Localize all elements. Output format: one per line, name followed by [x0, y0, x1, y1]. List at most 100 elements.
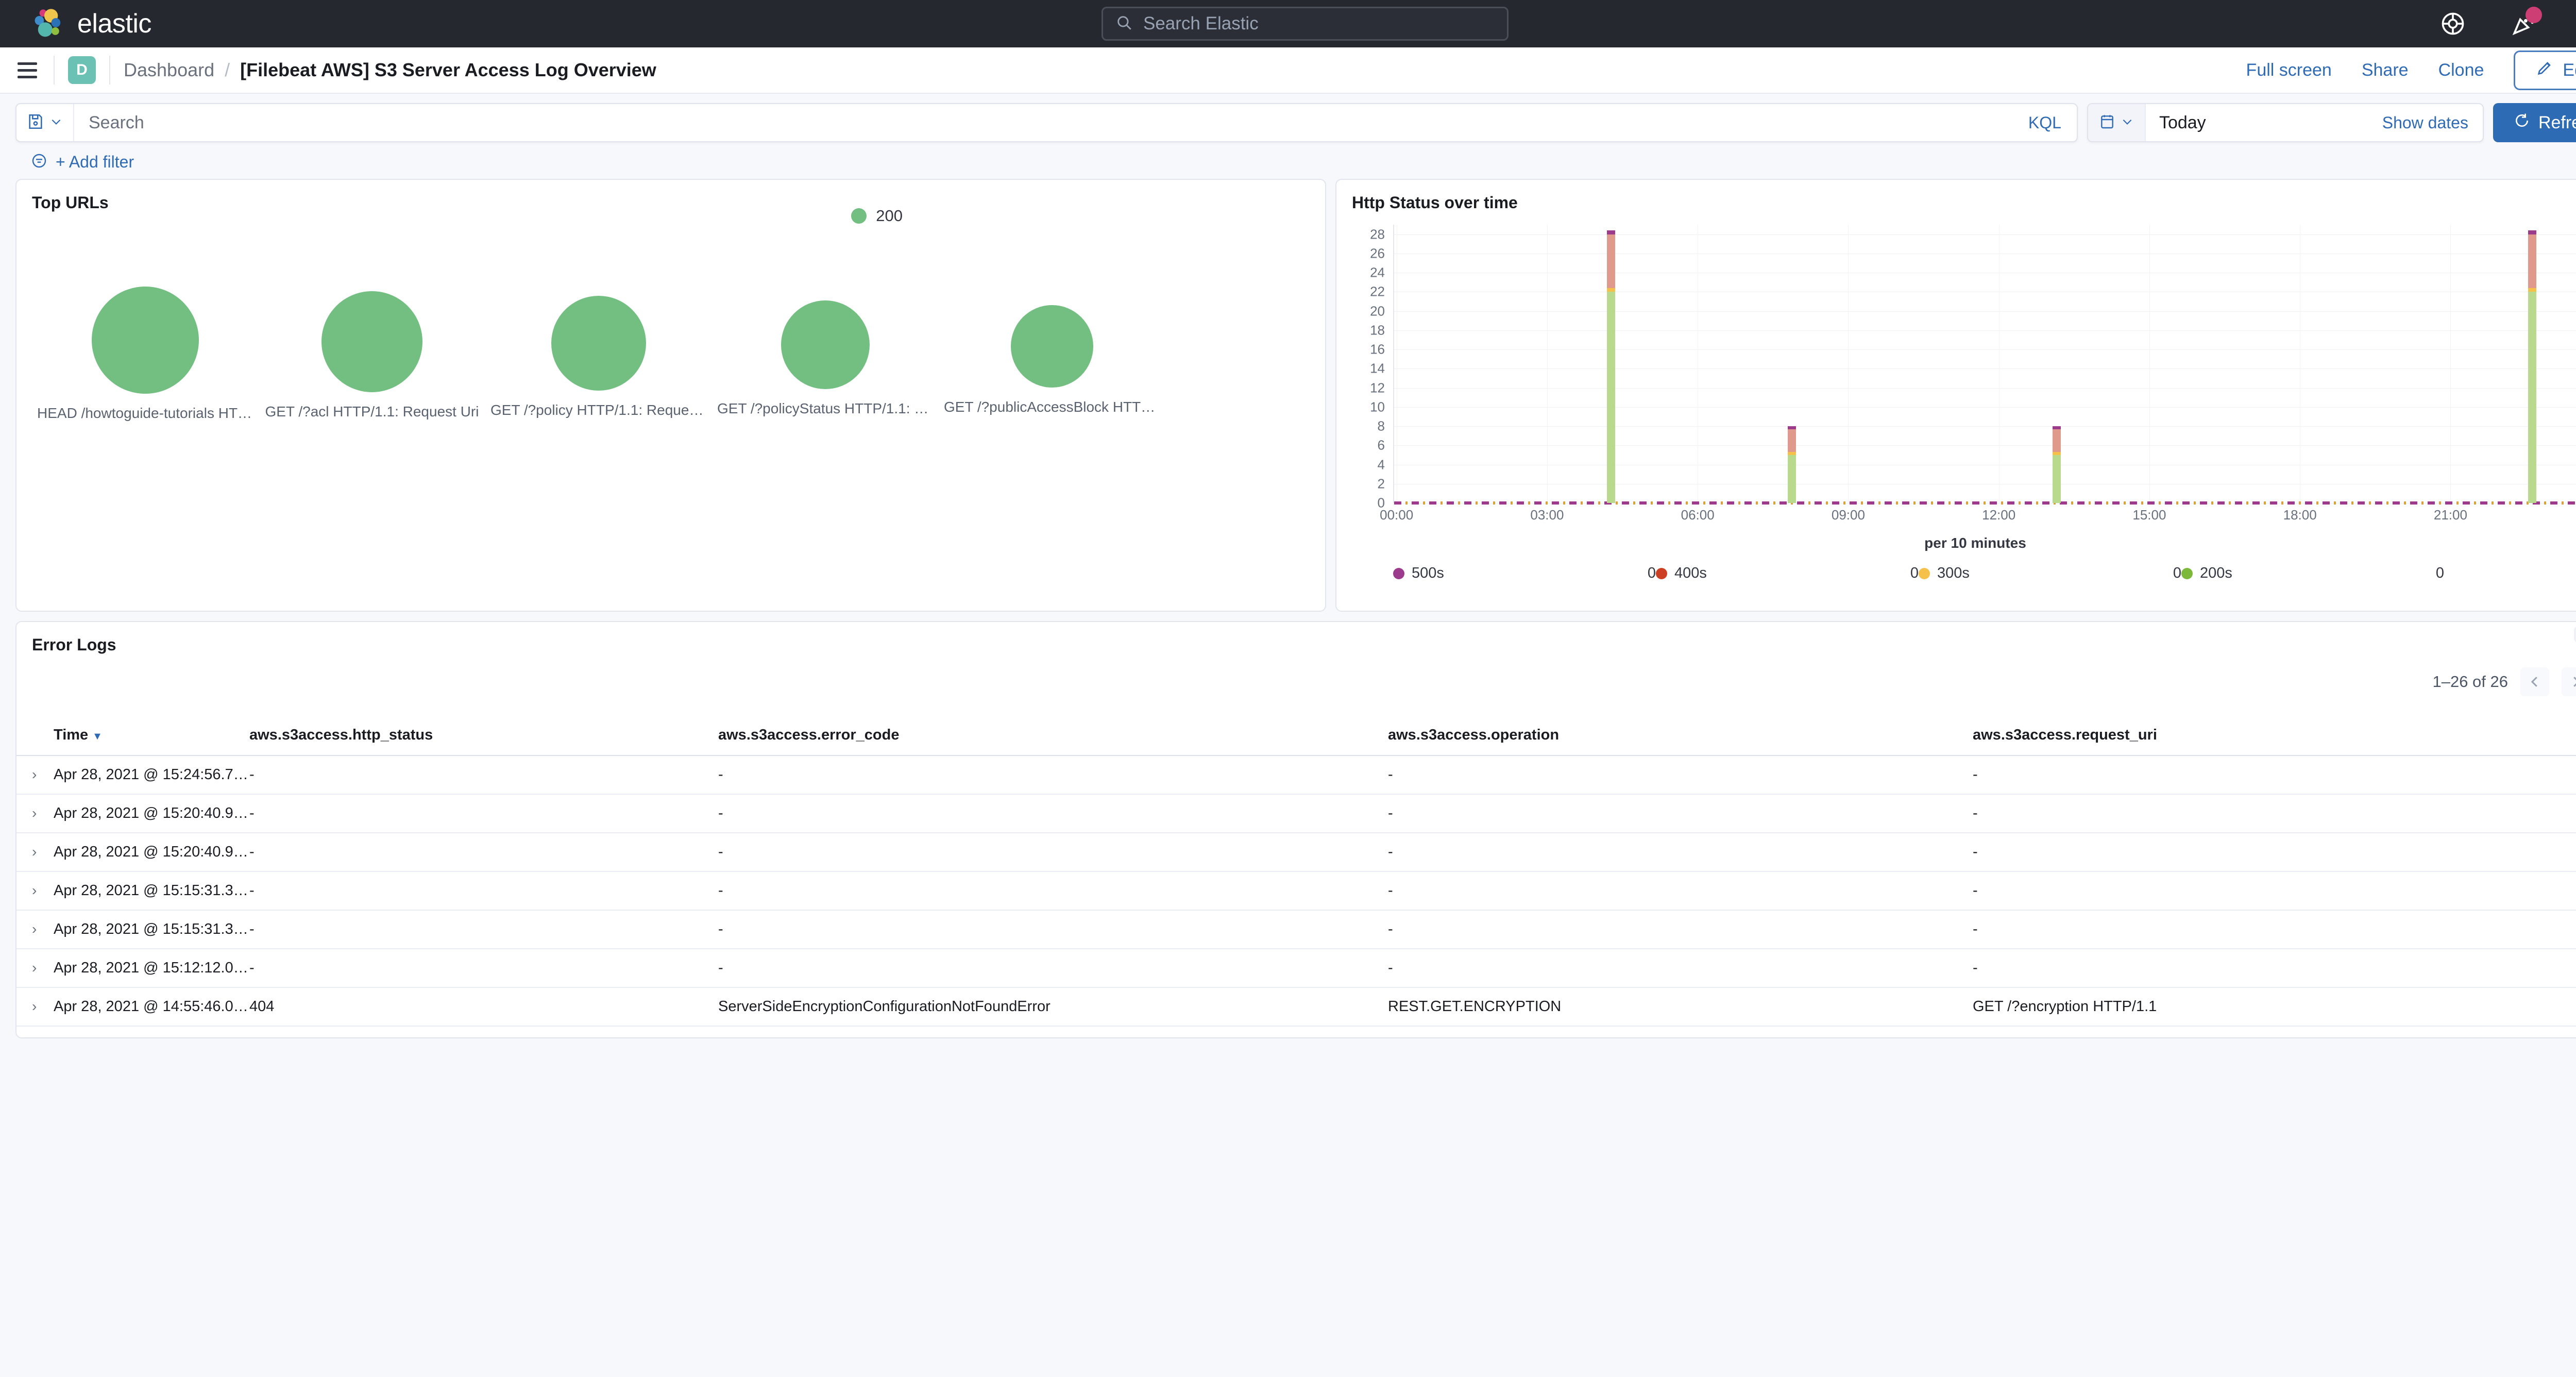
y-axis-tick: 0 [1377, 495, 1385, 511]
chevron-right-icon[interactable]: › [32, 882, 37, 898]
gridline [1394, 388, 2576, 389]
cell-http_status: - [249, 871, 718, 911]
query-bar: Search KQL Today Show dates [0, 94, 2576, 179]
announcement-confetti-icon[interactable] [2508, 7, 2542, 40]
edit-button-label: Edit [2563, 60, 2576, 80]
top-url-circle[interactable] [321, 291, 422, 392]
legend-entry[interactable]: 300s 0 [1919, 565, 2181, 582]
filter-icon[interactable] [31, 153, 47, 172]
column-header-operation[interactable]: aws.s3access.operation [1388, 719, 1973, 756]
legend-label: 500s [1412, 565, 1444, 581]
chevron-right-icon[interactable]: › [32, 960, 37, 976]
app-badge[interactable]: D [68, 56, 96, 84]
chart-bar[interactable] [2528, 230, 2537, 503]
brand[interactable]: elastic [32, 7, 151, 41]
edit-button[interactable]: Edit [2514, 50, 2576, 90]
top-url-circle[interactable] [1011, 305, 1093, 388]
top-url-circle[interactable] [551, 296, 646, 391]
add-filter-button[interactable]: + Add filter [56, 153, 134, 171]
search-input[interactable]: Search [89, 112, 144, 132]
column-header-error_code[interactable]: aws.s3access.error_code [718, 719, 1388, 756]
panel-error-logs: Error Logs 1–26 of 26 Time ▼ aws.s3access.… [15, 621, 2576, 1038]
table-row[interactable]: › Apr 28, 2021 @ 15:15:31.300- - - - [16, 871, 2576, 911]
chevron-right-icon[interactable]: › [32, 921, 37, 937]
show-dates-button[interactable]: Show dates [2382, 113, 2468, 132]
column-header-request_uri[interactable]: aws.s3access.request_uri [1973, 719, 2576, 756]
chevron-right-icon[interactable]: › [32, 805, 37, 821]
saved-query-button[interactable] [16, 104, 74, 141]
table-row[interactable]: › Apr 28, 2021 @ 14:55:46.000 404 ServerSid… [16, 987, 2576, 1027]
table-row[interactable]: › Apr 28, 2021 @ 15:20:40.975- - - - [16, 833, 2576, 872]
help-life-ring-icon[interactable] [2437, 8, 2469, 40]
breadcrumb-dashboard[interactable]: Dashboard [124, 59, 215, 80]
y-axis-tick: 28 [1370, 226, 1385, 242]
legend-entry[interactable]: 200s 0 [2181, 565, 2444, 582]
clone-button[interactable]: Clone [2438, 60, 2484, 80]
chevron-right-icon[interactable] [2562, 667, 2576, 696]
cell-http_status: 404 [249, 1026, 718, 1037]
table-row[interactable]: › Apr 28, 2021 @ 15:24:56.791- - - - [16, 755, 2576, 795]
top-url-circle[interactable] [781, 300, 870, 389]
top-url-slice[interactable]: GET /?policyStatus HTTP/1.1: Req... [712, 231, 939, 417]
bar-segment-500s [1606, 230, 1615, 234]
save-disk-icon [27, 113, 44, 133]
cell-operation: REST.GET.TAGGING [1388, 1026, 1973, 1037]
cell-operation: - [1388, 949, 1973, 988]
date-quick-select-button[interactable] [2088, 104, 2146, 141]
top-url-slice[interactable]: HEAD /howtoguide-tutorials HTTP... [32, 227, 259, 422]
cell-operation: - [1388, 871, 1973, 911]
chevron-left-icon[interactable] [2520, 667, 2549, 696]
bar-segment-400s [2528, 234, 2537, 288]
legend-label: 300s [1937, 565, 1970, 581]
cell-error_code: NoSuchTagSet [718, 1026, 1388, 1037]
y-axis-tick: 12 [1370, 380, 1385, 396]
chart-bar[interactable] [2052, 426, 2061, 503]
chevron-right-icon[interactable]: › [32, 844, 37, 860]
bar-segment-300s [1606, 288, 1615, 292]
query-language-button[interactable]: KQL [2028, 113, 2061, 132]
chart-bar[interactable] [1787, 426, 1796, 503]
bar-segment-200s [2528, 292, 2537, 503]
cell-time: Apr 28, 2021 @ 14:55:46.000 [54, 987, 249, 1027]
chevron-down-icon [2121, 115, 2134, 131]
vertical-gridline [1547, 225, 1548, 503]
cell-request_uri: GET /?encryption HTTP/1.1 [1973, 987, 2576, 1027]
top-url-slice[interactable]: GET /?policy HTTP/1.1: Request Uri [485, 230, 712, 418]
cell-time: Apr 28, 2021 @ 15:24:56.791 [54, 755, 249, 795]
x-axis-tick: 21:00 [2433, 507, 2467, 523]
top-url-slice[interactable]: GET /?acl HTTP/1.1: Request Uri [259, 228, 485, 420]
global-search-input[interactable]: Search Elastic [1101, 7, 1509, 41]
chevron-right-icon[interactable]: › [32, 1037, 37, 1038]
gridline [1394, 311, 2576, 312]
share-button[interactable]: Share [2361, 60, 2409, 80]
table-header-row: Time ▼ aws.s3access.http_status aws.s3acces… [16, 719, 2576, 756]
top-url-slice[interactable]: GET /?publicAccessBlock HTTP/1.... [939, 233, 1165, 415]
refresh-button[interactable]: Refresh [2493, 103, 2576, 142]
panel-options-icon[interactable] [2574, 626, 2576, 643]
topnav-right-actions: m [2437, 7, 2576, 40]
legend-entry[interactable]: 500s 0 [1393, 565, 1656, 582]
chart-bar[interactable] [1606, 230, 1615, 503]
legend-entry[interactable]: 400s 0 [1656, 565, 1919, 582]
calendar-icon [2099, 113, 2115, 132]
hamburger-menu-icon[interactable] [14, 57, 40, 83]
column-header-time[interactable]: Time ▼ [54, 719, 249, 756]
sort-down-icon: ▼ [92, 731, 103, 742]
table-row[interactable]: › Apr 28, 2021 @ 15:20:40.975- - - - [16, 794, 2576, 833]
full-screen-button[interactable]: Full screen [2246, 60, 2332, 80]
legend-color-dot [2181, 567, 2193, 579]
chevron-right-icon[interactable]: › [32, 766, 37, 782]
cell-http_status: - [249, 794, 718, 833]
table-row[interactable]: › Apr 28, 2021 @ 14:55:25.000404NoSuchTag… [16, 1026, 2576, 1038]
column-header-http_status[interactable]: aws.s3access.http_status [249, 719, 718, 756]
panel-top-urls: Top URLs 200 HEAD /howtoguide-tutorials … [15, 179, 1326, 612]
search-icon [1115, 14, 1133, 34]
chart-xlabel: per 10 minutes [1924, 535, 2026, 551]
table-row[interactable]: › Apr 28, 2021 @ 15:15:31.300- - - - [16, 910, 2576, 949]
zero-baseline [1394, 501, 2576, 505]
chevron-right-icon[interactable]: › [32, 998, 37, 1014]
date-range-value[interactable]: Today [2159, 112, 2206, 132]
table-row[interactable]: › Apr 28, 2021 @ 15:12:12.088- - - - [16, 949, 2576, 988]
pencil-icon [2536, 59, 2553, 81]
top-url-circle[interactable] [92, 287, 199, 394]
